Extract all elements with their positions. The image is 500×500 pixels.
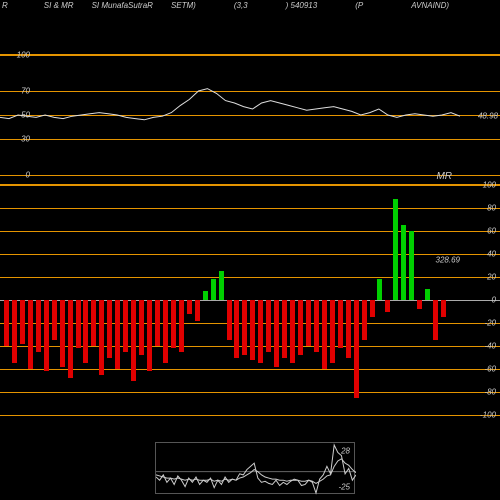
mr-ytick: 100 bbox=[483, 181, 496, 190]
mr-bar bbox=[171, 300, 176, 348]
mr-bar bbox=[99, 300, 104, 375]
mr-bar bbox=[370, 300, 375, 317]
hdr-3: SETM) bbox=[171, 1, 196, 13]
mr-bar bbox=[123, 300, 128, 352]
mr-bar bbox=[274, 300, 279, 367]
hdr-2: SI MunafaSutraR bbox=[92, 1, 153, 13]
mr-bar bbox=[306, 300, 311, 346]
mr-bar bbox=[258, 300, 263, 363]
mr-bar bbox=[417, 300, 422, 309]
mr-bar bbox=[28, 300, 33, 369]
mr-ytick: -60 bbox=[484, 365, 496, 374]
mr-bar bbox=[346, 300, 351, 358]
mr-bar bbox=[163, 300, 168, 363]
mr-bar bbox=[155, 300, 160, 346]
mr-bar bbox=[107, 300, 112, 358]
mr-panel: MR 328.69 -100-80-60-40-20020406080100 bbox=[0, 184, 500, 414]
mr-ytick: -40 bbox=[484, 342, 496, 351]
rsi-current-value: 48.98 bbox=[478, 112, 498, 121]
macd-mini-chart bbox=[156, 443, 356, 495]
mr-ytick: -80 bbox=[484, 388, 496, 397]
hdr-1: SI & MR bbox=[44, 1, 74, 13]
mr-bar bbox=[409, 231, 414, 300]
mr-bar bbox=[282, 300, 287, 358]
mr-bar bbox=[377, 279, 382, 300]
rsi-line-chart bbox=[0, 55, 460, 175]
hdr-4: (3,3 bbox=[234, 1, 248, 13]
mr-bar bbox=[83, 300, 88, 363]
mr-bar bbox=[60, 300, 65, 367]
mr-bar bbox=[393, 199, 398, 300]
mr-bar bbox=[179, 300, 184, 352]
mr-bar bbox=[20, 300, 25, 344]
mr-bar bbox=[147, 300, 152, 371]
mr-bar bbox=[354, 300, 359, 398]
mr-bar bbox=[441, 300, 446, 317]
mr-bar bbox=[12, 300, 17, 363]
rsi-panel: 48.98 0305070100 bbox=[0, 54, 500, 174]
mr-bar bbox=[385, 300, 390, 312]
mr-bar bbox=[195, 300, 200, 321]
mr-bar bbox=[234, 300, 239, 358]
rsi-ytick: 100 bbox=[17, 51, 30, 60]
macd-panel: 28 -25 bbox=[155, 442, 355, 494]
mr-bar bbox=[314, 300, 319, 352]
mr-bar bbox=[131, 300, 136, 381]
mr-bar bbox=[203, 291, 208, 300]
mr-current-value: 328.69 bbox=[436, 256, 460, 265]
mr-bar bbox=[115, 300, 120, 369]
mr-bar bbox=[4, 300, 9, 346]
mr-bar bbox=[52, 300, 57, 340]
mr-ytick: -100 bbox=[480, 411, 496, 420]
mr-bar bbox=[401, 225, 406, 300]
mr-ytick: 60 bbox=[487, 227, 496, 236]
mr-bar bbox=[219, 271, 224, 300]
rsi-ytick: 0 bbox=[26, 171, 30, 180]
mr-ytick: 80 bbox=[487, 204, 496, 213]
mr-bar bbox=[76, 300, 81, 348]
mr-ytick: 0 bbox=[492, 296, 496, 305]
mr-bar bbox=[187, 300, 192, 314]
mr-bar bbox=[362, 300, 367, 340]
mr-bar bbox=[322, 300, 327, 369]
rsi-ytick: 50 bbox=[21, 111, 30, 120]
mr-bar bbox=[338, 300, 343, 348]
mr-bar bbox=[266, 300, 271, 352]
mr-bar bbox=[242, 300, 247, 355]
rsi-ytick: 70 bbox=[21, 87, 30, 96]
mr-bar bbox=[44, 300, 49, 371]
macd-bot-label: -25 bbox=[338, 483, 350, 492]
mr-bar bbox=[68, 300, 73, 378]
mr-ytick: -20 bbox=[484, 319, 496, 328]
hdr-0: R bbox=[2, 1, 8, 13]
hdr-5: ) 540913 bbox=[286, 1, 318, 13]
mr-bar bbox=[91, 300, 96, 346]
mr-bar bbox=[36, 300, 41, 352]
mr-bar bbox=[425, 289, 430, 301]
hdr-7: AVNAIND) bbox=[411, 1, 449, 13]
mr-bar bbox=[290, 300, 295, 363]
hdr-6: (P bbox=[355, 1, 363, 13]
mr-bar bbox=[227, 300, 232, 340]
header-row: R SI & MR SI MunafaSutraR SETM) (3,3 ) 5… bbox=[0, 0, 500, 14]
rsi-ytick: 30 bbox=[21, 135, 30, 144]
mr-bar bbox=[250, 300, 255, 360]
mr-bar bbox=[330, 300, 335, 363]
mr-bar bbox=[139, 300, 144, 355]
mr-ytick: 20 bbox=[487, 273, 496, 282]
mr-bar bbox=[211, 279, 216, 300]
mr-ytick: 40 bbox=[487, 250, 496, 259]
macd-top-label: 28 bbox=[341, 447, 350, 456]
mr-title: MR bbox=[436, 171, 452, 182]
mr-bar bbox=[298, 300, 303, 355]
mr-bar bbox=[433, 300, 438, 340]
